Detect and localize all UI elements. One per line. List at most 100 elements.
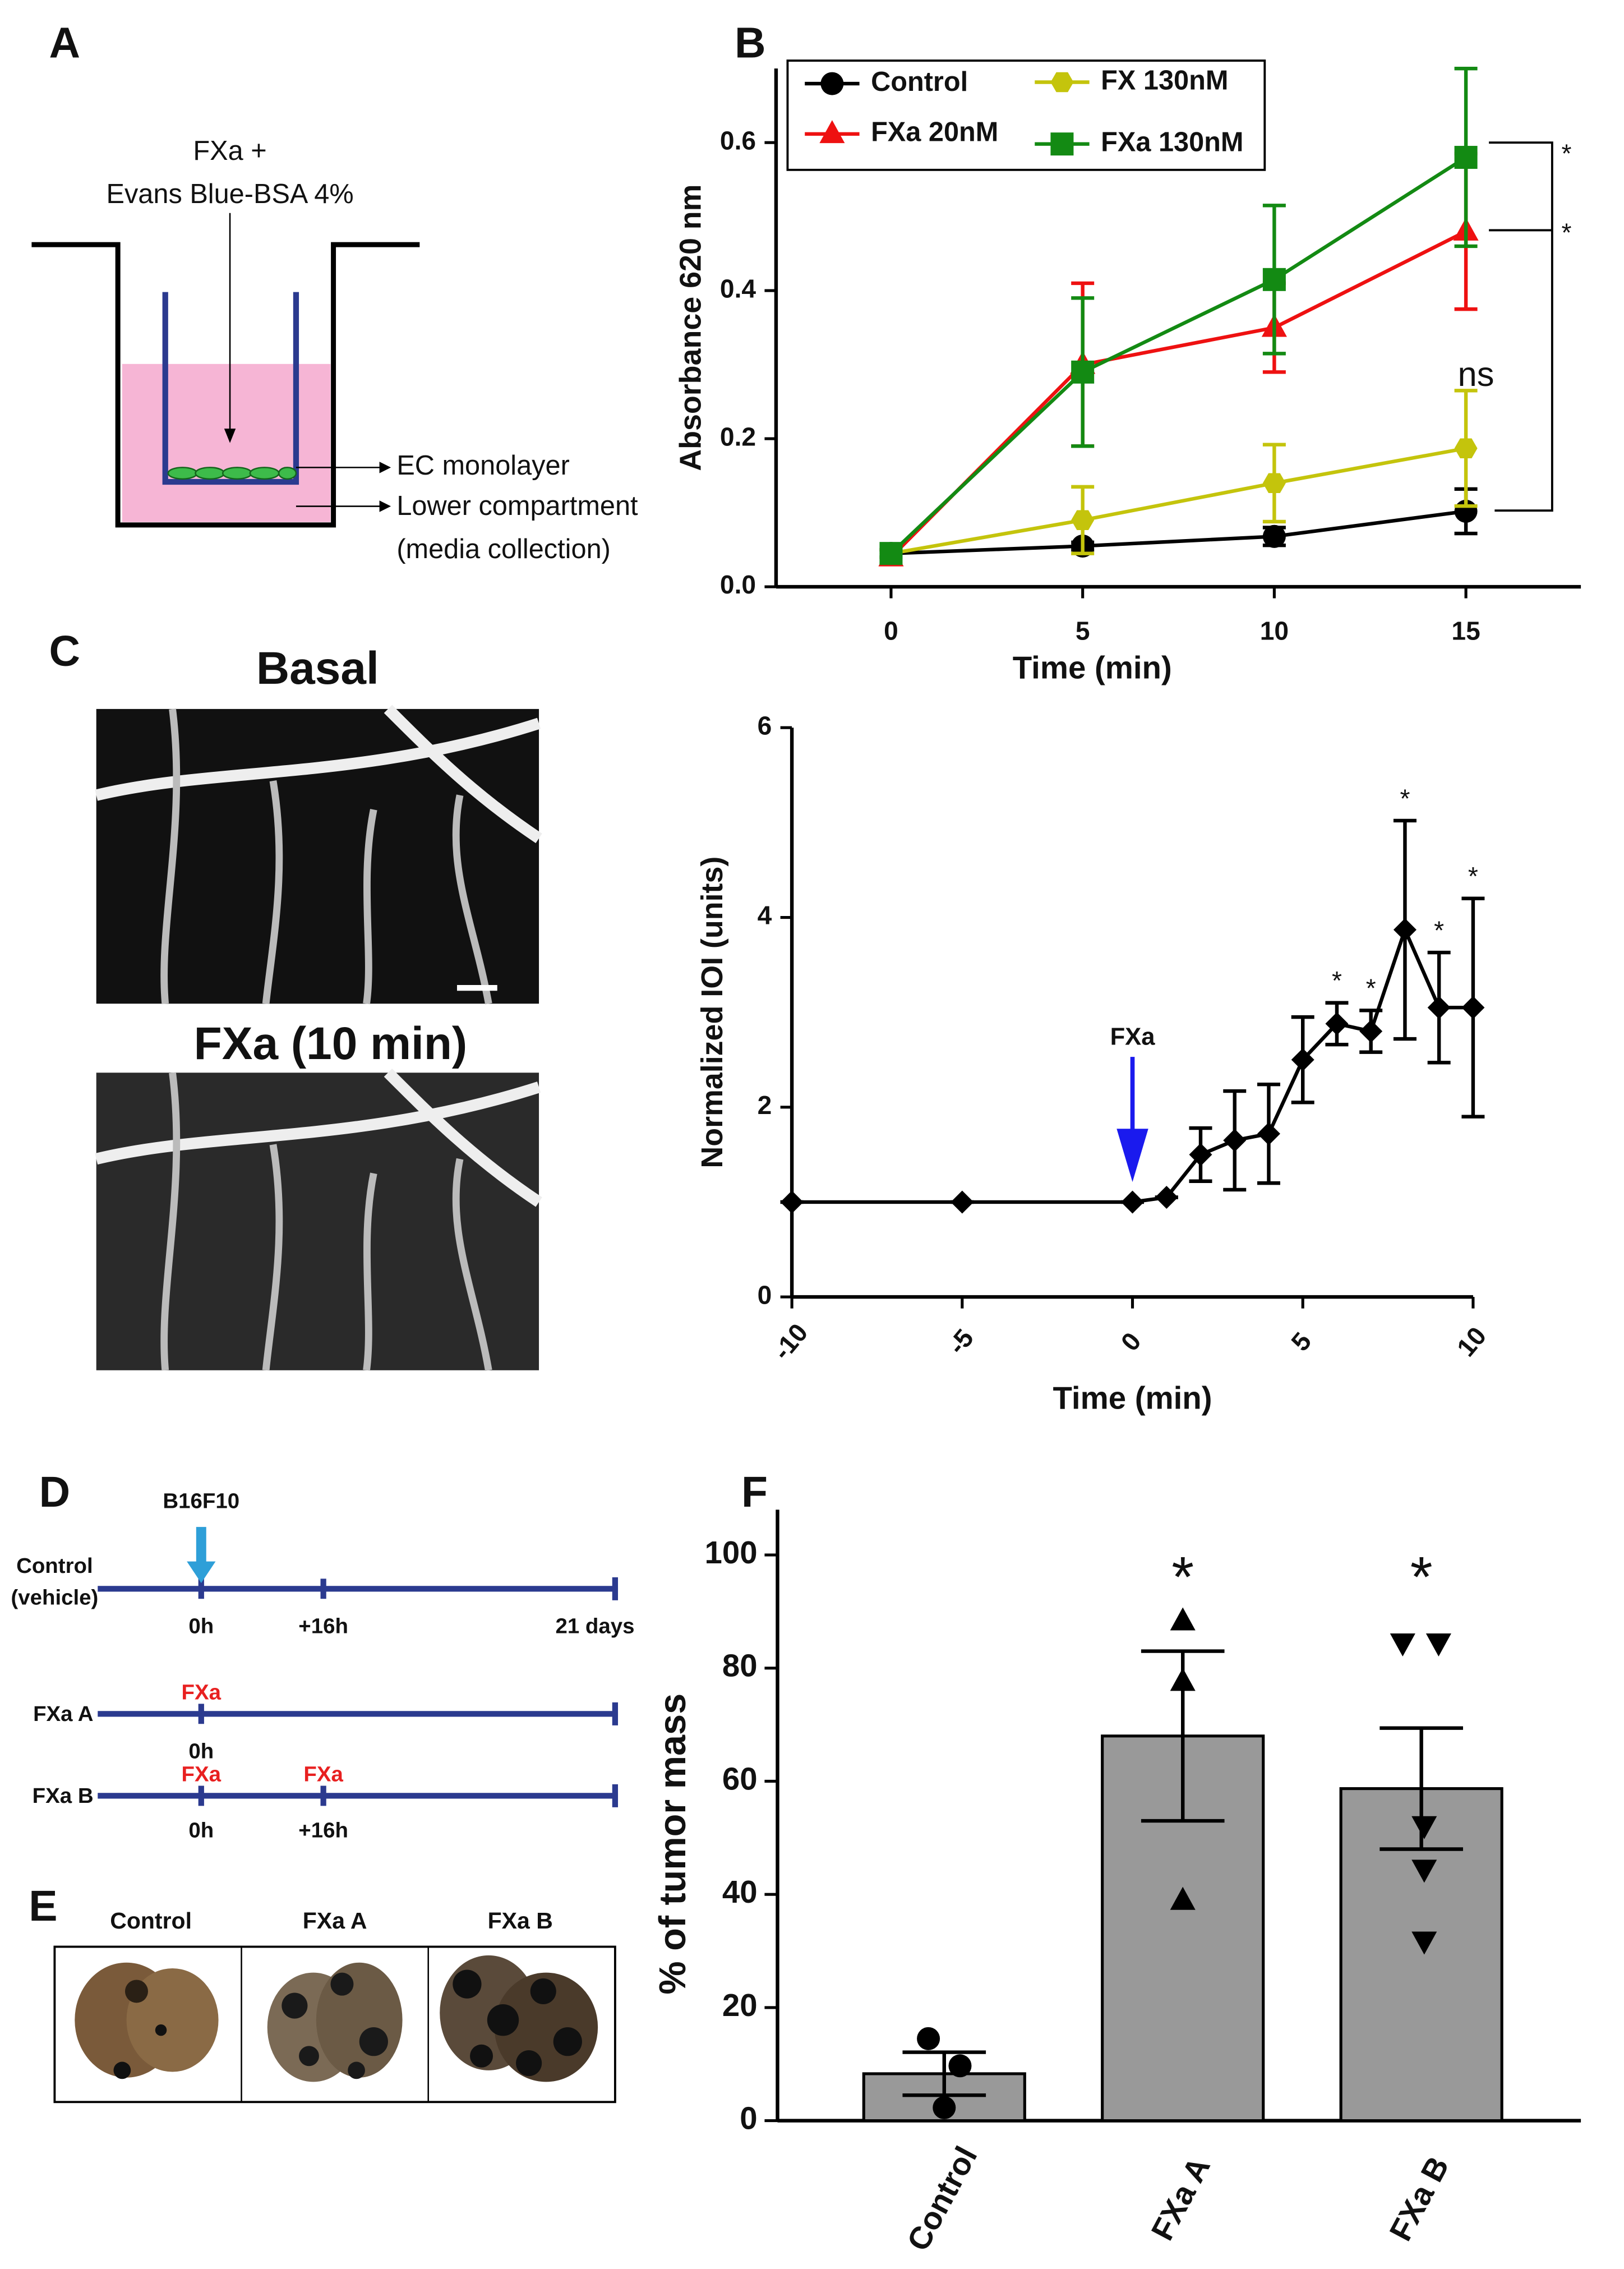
marker (1121, 1190, 1145, 1214)
photo-label: FXa A (303, 1908, 367, 1934)
row-label: FXa B (33, 1784, 94, 1808)
y-tick-label: 6 (758, 711, 772, 740)
label: Lower compartment (396, 491, 638, 521)
annotation: ns (1458, 355, 1494, 394)
marker (820, 72, 844, 95)
marker (1325, 1012, 1349, 1035)
panel-label: E (29, 1882, 57, 1930)
marker (951, 1190, 974, 1214)
vessel (384, 705, 542, 844)
image-title: FXa (10 min) (194, 1018, 468, 1069)
vessel (363, 809, 377, 1005)
label: (media collection) (396, 534, 611, 564)
photo-label: Control (110, 1908, 192, 1934)
arrowhead (187, 1561, 216, 1584)
time-label: +16h (298, 1614, 348, 1639)
vessel (95, 717, 541, 801)
annotation: * (1400, 784, 1410, 813)
marker (1454, 146, 1478, 169)
label: B16F10 (163, 1489, 239, 1513)
y-axis-label: Absorbance 620 nm (674, 184, 708, 471)
x-tick-label: 0 (884, 616, 898, 645)
marker (1170, 1886, 1196, 1910)
x-tick-label: 5 (1285, 1327, 1317, 1356)
x-tick-label: 10 (1451, 1321, 1492, 1362)
x-axis-label: Time (min) (1053, 1380, 1212, 1416)
marker (948, 2054, 972, 2078)
annotation: FXa (1110, 1023, 1156, 1050)
marker (1170, 1668, 1196, 1691)
x-tick-label: -10 (767, 1318, 814, 1365)
annotation: * (1468, 862, 1478, 891)
marker (1189, 1143, 1212, 1166)
y-tick-label: 60 (722, 1761, 758, 1796)
marker (1359, 1019, 1383, 1043)
time-label: 0h (188, 1614, 214, 1639)
transwell-diagram: FXa + Evans Blue-BSA 4% EC monolayer Low… (31, 136, 638, 564)
arrowhead (379, 462, 391, 473)
time-label: 0h (188, 1819, 214, 1843)
y-tick-label: 0.4 (720, 274, 756, 303)
arrowhead (224, 429, 236, 443)
y-tick-label: 0 (758, 1280, 772, 1309)
marker (1411, 1816, 1437, 1839)
line (891, 509, 1466, 555)
insert (162, 292, 299, 485)
medium (122, 363, 331, 522)
vessel (262, 780, 283, 1004)
marker (1411, 1860, 1437, 1883)
marker (1170, 1607, 1196, 1631)
x-tick-label: 15 (1451, 616, 1480, 645)
panel-labels: A B C D E F (29, 19, 768, 1930)
marker (1393, 918, 1417, 942)
annotation: * (1171, 1545, 1194, 1609)
vessel-images: Basal FXa (10 min) (95, 643, 542, 1371)
annotation: * (1410, 1545, 1433, 1609)
x-tick-label: -5 (942, 1323, 979, 1360)
vessel (384, 1069, 542, 1207)
annotation: * (1434, 915, 1444, 945)
marker (1262, 524, 1286, 548)
treatment: FXa (182, 1762, 222, 1787)
annotation: * (1332, 966, 1342, 995)
vessel (160, 1072, 181, 1371)
y-tick-label: 4 (758, 901, 772, 930)
marker (879, 542, 903, 565)
timeline: B16F10 Control (vehicle) 0h +16h 21 days… (11, 1489, 634, 1843)
time-label: +16h (298, 1819, 348, 1843)
y-tick-label: 0 (740, 2100, 757, 2135)
row-label: FXa A (33, 1702, 94, 1726)
x-tick-label: FXa B (1382, 2151, 1456, 2247)
line (891, 447, 1466, 555)
marker (1425, 1633, 1451, 1657)
y-tick-label: 80 (722, 1648, 758, 1683)
label: EC monolayer (396, 450, 569, 481)
marker (819, 120, 845, 144)
x-tick-label: 5 (1076, 616, 1090, 645)
marker (1262, 268, 1286, 291)
y-axis-label: % of tumor mass (652, 1693, 694, 1995)
marker (1390, 1633, 1415, 1657)
marker (1454, 438, 1478, 459)
panel-label: F (741, 1468, 768, 1516)
arrowhead (379, 500, 391, 512)
y-tick-label: 0.0 (720, 570, 756, 599)
marker (1223, 1129, 1247, 1152)
legend-label: FXa 20nM (871, 117, 998, 148)
marker (780, 1190, 804, 1214)
row-label: Control (16, 1554, 93, 1578)
marker (1427, 996, 1451, 1019)
marker (1155, 1185, 1178, 1209)
marker (1071, 510, 1095, 531)
marker (1461, 996, 1485, 1019)
y-axis-label: Normalized IOI (units) (695, 857, 729, 1168)
vessel (262, 1144, 283, 1371)
marker (1050, 72, 1074, 93)
x-tick-label: Control (900, 2141, 984, 2257)
y-tick-label: 0.6 (720, 126, 756, 155)
treatment: FXa (182, 1681, 222, 1705)
image-title: Basal (256, 643, 379, 694)
annotation: * (1562, 139, 1572, 168)
x-tick-label: 0 (1115, 1327, 1146, 1356)
